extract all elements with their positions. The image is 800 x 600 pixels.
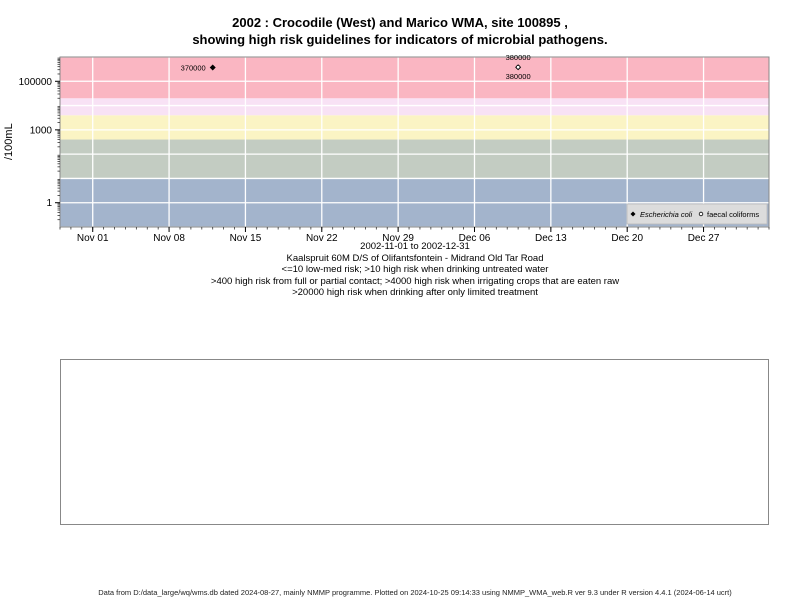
data-label: 370000 [181,63,206,72]
caption-risk-contact: >400 high risk from full or partial cont… [210,276,620,287]
caption-risk-treatment: >20000 high risk when drinking after onl… [292,287,538,298]
data-label: 380000 [506,53,531,62]
legend-faecal-marker [698,211,704,217]
caption-site: Kaalspruit 60M D/S of Olifantsfontein - … [286,253,544,264]
chart-title-line-2: showing high risk guidelines for indicat… [192,32,608,47]
legend-faecal-label: faecal coliforms [707,210,759,219]
data-point-ecoli [209,64,216,71]
data-point-faecal-coliforms [515,65,521,70]
plot-frame [59,56,770,228]
empty-plot-panel [60,359,769,525]
x-tick-label: Nov 22 [306,233,338,244]
legend-ecoli-label: Escherichia coli [640,210,692,219]
y-axis-label: /100mL [3,123,15,160]
x-tick-label: Nov 15 [230,233,262,244]
risk-band-3 [60,98,769,116]
caption-risk-drinking: <=10 low-med risk; >10 high risk when dr… [281,264,549,275]
x-tick-label: Dec 06 [459,233,491,244]
risk-band-4 [60,57,769,99]
y-tick-label: 1 [46,198,52,209]
x-tick-label: Nov 08 [153,233,185,244]
caption-date-range: 2002-11-01 to 2002-12-31 [360,241,470,252]
data-label: 380000 [506,72,531,81]
risk-band-2 [60,115,769,140]
x-tick-label: Nov 29 [382,233,414,244]
y-tick-label: 100000 [19,77,53,88]
legend-ecoli-marker [630,211,636,217]
footer-note: Data from D:/data_large/wq/wms.db dated … [98,588,732,597]
x-tick-label: Dec 13 [535,233,567,244]
x-tick-label: Dec 20 [611,233,643,244]
x-tick-label: Dec 27 [688,233,720,244]
y-tick-label: 1000 [30,125,53,136]
risk-band-1 [60,139,769,179]
chart-svg: Nov 01 Nov 08 Nov 15 Nov 22 Nov 29 Dec 06 Dec … [19,53,770,244]
legend-box [626,203,768,225]
x-tick-label: Nov 01 [77,233,109,244]
chart-title-line-1: 2002 : Crocodile (West) and Marico WMA, … [232,15,568,30]
